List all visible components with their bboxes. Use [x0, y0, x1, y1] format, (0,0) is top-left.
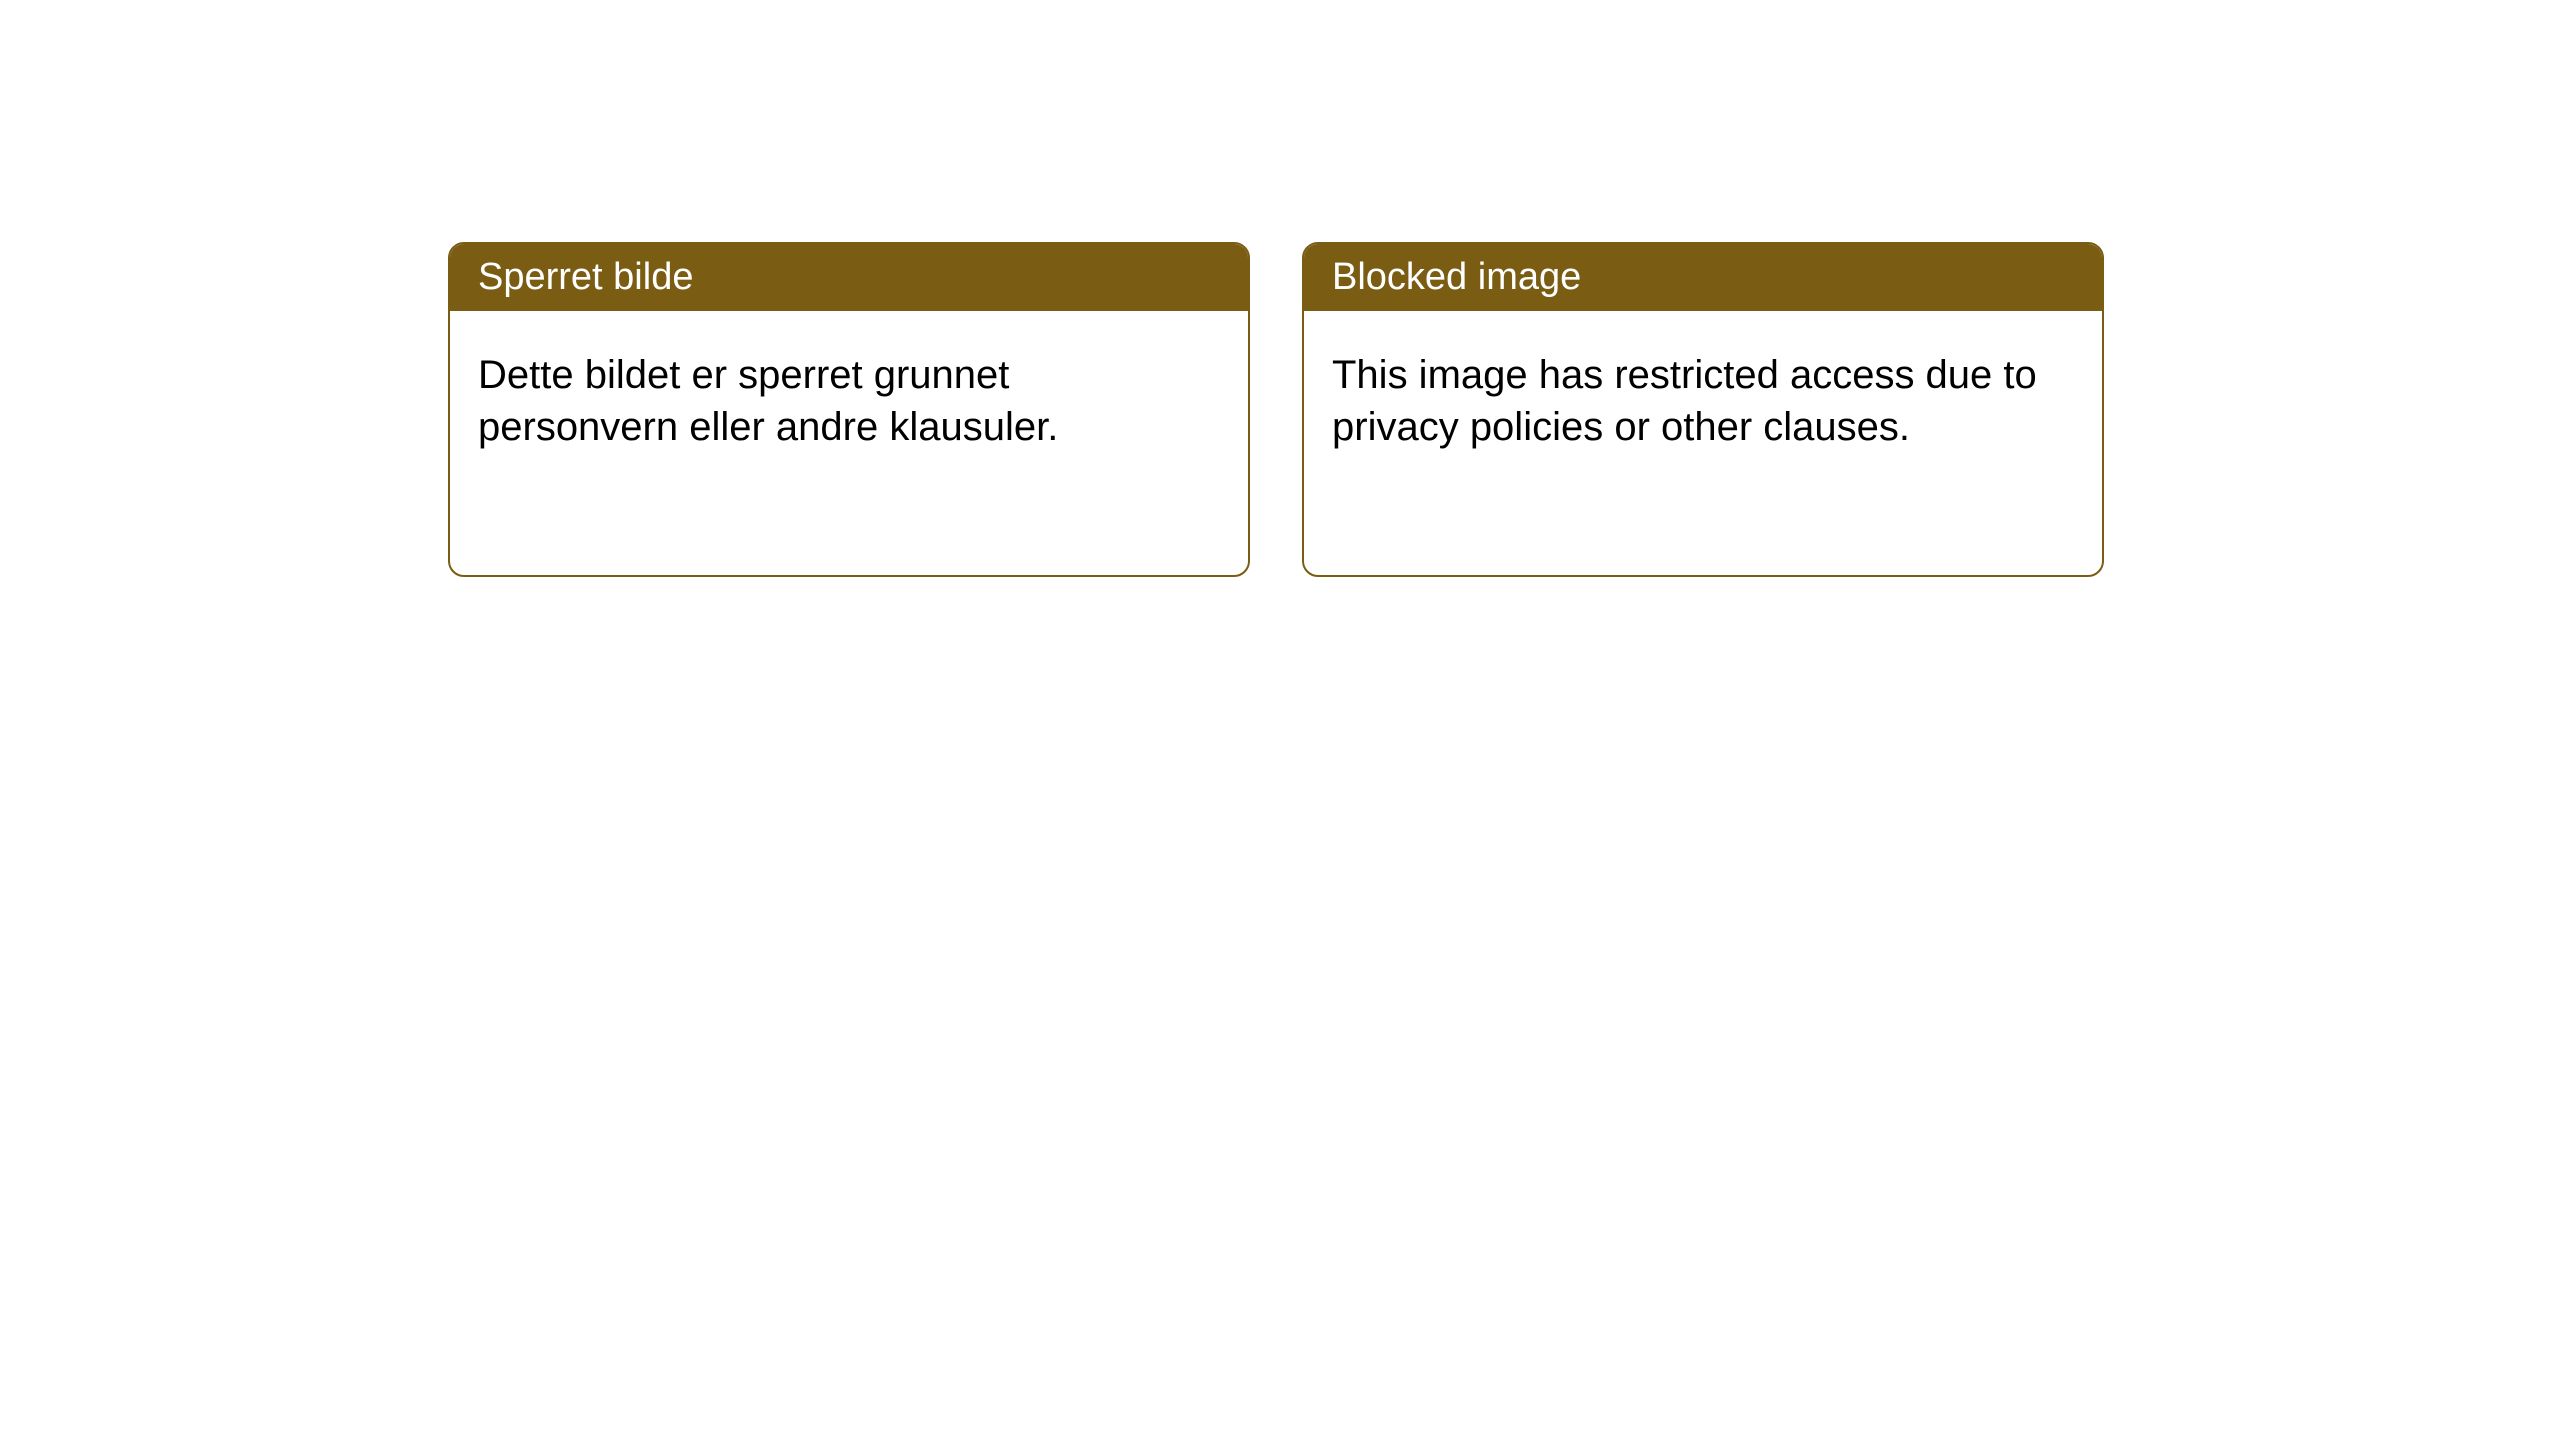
card-message: Dette bildet er sperret grunnet personve…	[478, 353, 1058, 449]
card-message: This image has restricted access due to …	[1332, 353, 2037, 449]
notice-container: Sperret bilde Dette bildet er sperret gr…	[0, 0, 2560, 577]
notice-card-english: Blocked image This image has restricted …	[1302, 242, 2104, 577]
card-header: Sperret bilde	[450, 244, 1248, 311]
card-title: Sperret bilde	[478, 256, 693, 298]
card-body: This image has restricted access due to …	[1304, 311, 2102, 491]
notice-card-norwegian: Sperret bilde Dette bildet er sperret gr…	[448, 242, 1250, 577]
card-title: Blocked image	[1332, 256, 1581, 298]
card-body: Dette bildet er sperret grunnet personve…	[450, 311, 1248, 491]
card-header: Blocked image	[1304, 244, 2102, 311]
